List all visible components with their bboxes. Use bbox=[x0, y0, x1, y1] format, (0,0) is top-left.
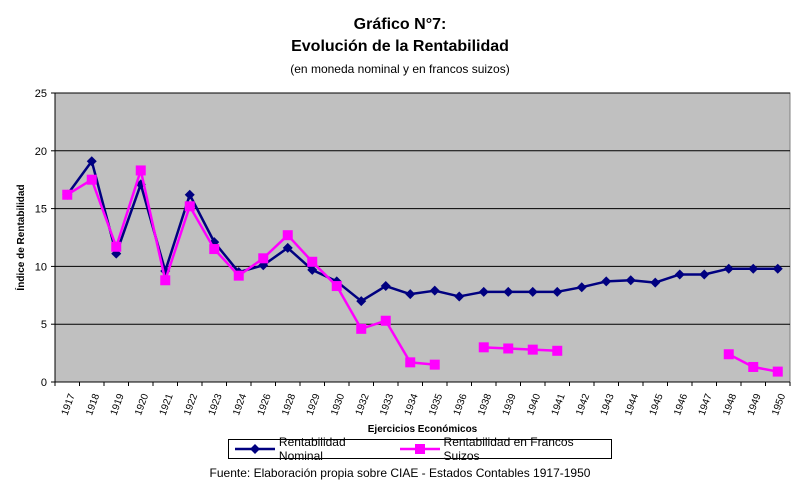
data-point-nominal bbox=[625, 275, 636, 286]
x-tick-label: 1933 bbox=[378, 392, 396, 417]
data-point-francos bbox=[209, 244, 220, 255]
chart-title-line1: Gráfico N°7: bbox=[353, 16, 447, 33]
data-point-francos bbox=[135, 165, 146, 176]
x-tick-label: 1918 bbox=[84, 392, 102, 417]
x-tick-label: 1939 bbox=[501, 392, 519, 417]
y-tick-label: 15 bbox=[35, 204, 47, 216]
data-point-francos bbox=[723, 349, 734, 360]
y-tick-label: 10 bbox=[35, 261, 47, 273]
data-point-francos bbox=[184, 201, 195, 212]
data-point-nominal bbox=[772, 263, 783, 274]
x-tick-label: 1936 bbox=[452, 392, 470, 417]
data-point-francos bbox=[552, 345, 563, 356]
x-tick-label: 1932 bbox=[354, 392, 372, 417]
x-tick-label: 1946 bbox=[672, 392, 690, 417]
y-axis-title: Índice de Rentabilidad bbox=[14, 184, 27, 290]
data-point-francos bbox=[62, 189, 73, 200]
legend-label-nominal: Rentabilidad Nominal bbox=[278, 435, 346, 463]
x-tick-label: 1935 bbox=[427, 392, 445, 417]
data-point-nominal bbox=[356, 296, 367, 307]
x-tick-label: 1943 bbox=[599, 392, 617, 417]
x-tick-label: 1917 bbox=[60, 392, 78, 417]
series-line-francos bbox=[66, 169, 435, 366]
x-tick-label: 1924 bbox=[231, 392, 249, 417]
data-point-francos bbox=[405, 357, 416, 368]
data-point-nominal bbox=[601, 276, 612, 287]
data-point-francos bbox=[86, 174, 97, 185]
data-point-nominal bbox=[576, 282, 587, 293]
data-point-nominal bbox=[454, 291, 465, 302]
data-point-nominal bbox=[380, 281, 391, 292]
x-tick-label: 1928 bbox=[280, 392, 298, 417]
data-point-nominal bbox=[86, 156, 97, 167]
data-point-francos bbox=[111, 241, 122, 252]
x-tick-label: 1934 bbox=[403, 392, 421, 417]
data-point-francos bbox=[503, 343, 514, 354]
data-point-nominal bbox=[282, 242, 293, 253]
data-point-nominal bbox=[478, 286, 489, 297]
data-point-francos bbox=[282, 230, 293, 241]
y-tick-label: 20 bbox=[35, 146, 47, 158]
data-point-nominal bbox=[699, 269, 710, 280]
data-point-nominal bbox=[503, 286, 514, 297]
x-tick-label: 1941 bbox=[550, 392, 568, 417]
x-tick-label: 1948 bbox=[721, 392, 739, 417]
chart-subtitle: (en moneda nominal y en francos suizos) bbox=[290, 62, 510, 76]
x-tick-label: 1950 bbox=[770, 392, 788, 417]
data-point-nominal bbox=[723, 263, 734, 274]
x-tick-label: 1922 bbox=[182, 392, 200, 417]
x-axis-title: Ejercicios Económicos bbox=[368, 424, 478, 435]
y-tick-label: 25 bbox=[35, 88, 47, 100]
x-tick-label: 1923 bbox=[207, 392, 225, 417]
chart-legend: Rentabilidad Nominal Rentabilidad en Fra… bbox=[228, 435, 612, 463]
data-point-francos bbox=[527, 344, 538, 355]
x-tick-label: 1942 bbox=[574, 392, 592, 417]
data-point-francos bbox=[772, 366, 783, 377]
legend-item-nominal: Rentabilidad Nominal bbox=[233, 435, 388, 463]
data-point-francos bbox=[356, 323, 367, 334]
data-point-nominal bbox=[650, 277, 661, 288]
x-tick-label: 1944 bbox=[623, 392, 641, 417]
data-point-francos bbox=[748, 361, 759, 372]
data-point-francos bbox=[478, 342, 489, 353]
data-point-nominal bbox=[674, 269, 685, 280]
data-point-nominal bbox=[748, 263, 759, 274]
source-note: Fuente: Elaboración propia sobre CIAE - … bbox=[209, 466, 591, 480]
x-tick-label: 1926 bbox=[256, 392, 274, 417]
x-tick-label: 1929 bbox=[305, 392, 323, 417]
y-tick-label: 0 bbox=[41, 377, 47, 389]
x-tick-label: 1947 bbox=[697, 392, 715, 417]
data-point-francos bbox=[331, 281, 342, 292]
data-point-francos bbox=[258, 253, 269, 264]
chart-title-line2: Evolución de la Rentabilidad bbox=[291, 38, 509, 55]
data-point-francos bbox=[380, 315, 391, 326]
data-point-nominal bbox=[429, 285, 440, 296]
data-point-nominal bbox=[184, 189, 195, 200]
x-tick-label: 1930 bbox=[329, 392, 347, 417]
legend-item-francos: Rentabilidad en Francos Suizos bbox=[398, 435, 605, 463]
y-tick-label: 5 bbox=[41, 319, 47, 331]
data-point-nominal bbox=[307, 264, 318, 275]
legend-marker-nominal bbox=[235, 444, 275, 454]
data-point-francos bbox=[160, 275, 171, 286]
plot-area bbox=[54, 92, 791, 383]
x-tick-label: 1919 bbox=[109, 392, 127, 417]
x-tick-label: 1945 bbox=[648, 392, 666, 417]
legend-label-francos: Rentabilidad en Francos Suizos bbox=[443, 435, 574, 463]
x-tick-label: 1921 bbox=[158, 392, 176, 417]
data-point-nominal bbox=[552, 286, 563, 297]
legend-marker-francos bbox=[399, 444, 440, 454]
data-point-nominal bbox=[405, 289, 416, 300]
data-point-francos bbox=[233, 270, 244, 281]
x-tick-label: 1938 bbox=[476, 392, 494, 417]
data-point-francos bbox=[429, 359, 440, 370]
data-point-francos bbox=[307, 256, 318, 267]
x-tick-label: 1940 bbox=[525, 392, 543, 417]
x-tick-label: 1920 bbox=[133, 392, 151, 417]
series-line-francos bbox=[483, 346, 558, 353]
data-point-nominal bbox=[527, 286, 538, 297]
x-tick-label: 1949 bbox=[746, 392, 764, 417]
